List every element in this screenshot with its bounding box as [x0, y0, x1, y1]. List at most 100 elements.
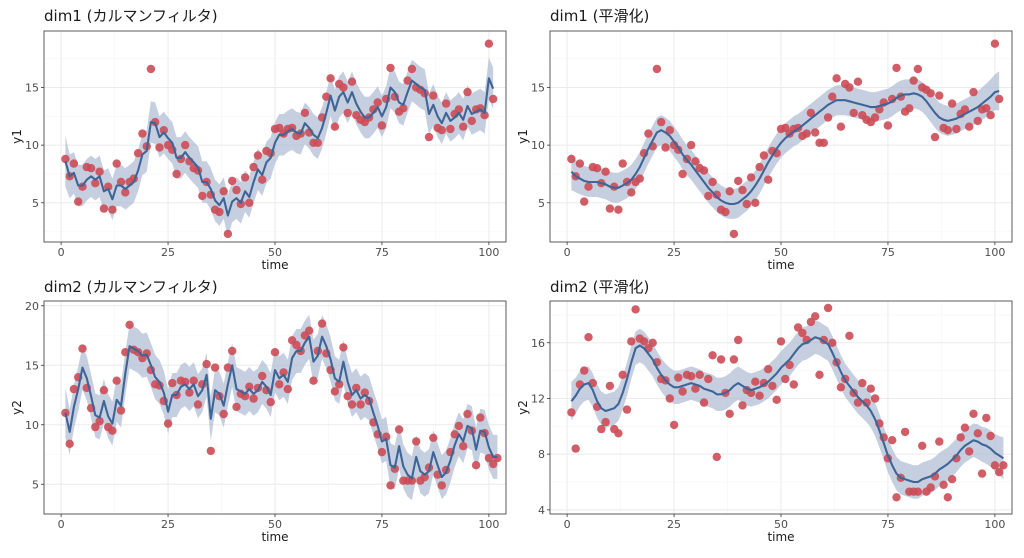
y-tick-label: 15	[25, 81, 39, 94]
observed-point	[772, 395, 781, 404]
observed-point	[725, 409, 734, 418]
x-tick-label: 0	[58, 246, 65, 259]
observed-point	[798, 328, 807, 338]
observed-point	[116, 177, 126, 187]
observed-point	[828, 92, 837, 101]
observed-point	[687, 140, 696, 150]
observed-point	[202, 359, 211, 369]
observed-point	[74, 197, 83, 206]
observed-point	[116, 406, 126, 415]
observed-point	[61, 408, 70, 418]
observed-point	[95, 417, 104, 426]
observed-point	[755, 162, 764, 172]
observed-point	[708, 177, 717, 187]
observed-point	[151, 117, 160, 127]
observed-point	[232, 185, 241, 195]
observed-point	[926, 483, 935, 492]
observed-point	[352, 383, 361, 393]
x-tick-label: 100	[984, 246, 1005, 259]
observed-point	[407, 64, 417, 74]
observed-point	[939, 480, 948, 489]
observed-point	[223, 363, 233, 372]
observed-point	[584, 333, 593, 342]
y-tick-label: 16	[531, 337, 545, 350]
observed-point	[454, 105, 464, 114]
observed-point	[952, 124, 961, 134]
observed-point	[245, 198, 254, 207]
observed-point	[493, 453, 502, 463]
observed-point	[806, 108, 816, 118]
observed-point	[956, 433, 965, 442]
observed-point	[326, 74, 335, 83]
observed-point	[575, 159, 585, 168]
observed-point	[471, 461, 481, 470]
observed-point	[360, 388, 369, 397]
observed-point	[339, 343, 348, 352]
observed-point	[219, 187, 228, 196]
x-tick-label: 50	[268, 518, 282, 531]
observed-point	[648, 338, 657, 347]
y-tick-label: 15	[25, 359, 39, 372]
observed-point	[386, 63, 395, 73]
observed-point	[437, 126, 446, 135]
observed-point	[635, 174, 644, 183]
observed-point	[943, 126, 952, 135]
observed-point	[742, 199, 751, 209]
observed-point	[661, 143, 670, 152]
observed-point	[999, 461, 1008, 470]
observed-point	[665, 394, 674, 403]
observed-point	[845, 83, 854, 92]
observed-point	[193, 400, 203, 409]
observed-point	[909, 76, 918, 85]
observed-point	[104, 182, 113, 191]
observed-point	[965, 447, 974, 456]
x-axis-title: time	[767, 530, 794, 544]
observed-point	[394, 425, 404, 434]
observed-point	[982, 413, 991, 423]
observed-point	[121, 188, 130, 197]
observed-point	[691, 384, 700, 393]
x-tick-label: 75	[881, 246, 895, 259]
observed-point	[347, 400, 357, 409]
x-tick-label: 75	[375, 518, 389, 531]
observed-point	[335, 380, 344, 389]
observed-point	[489, 94, 498, 104]
observed-point	[240, 173, 250, 182]
observed-point	[78, 344, 87, 353]
smoothed-line	[570, 89, 1000, 206]
observed-point	[870, 113, 880, 122]
observed-point	[108, 426, 117, 435]
observed-point	[258, 175, 267, 184]
observed-point	[687, 372, 696, 381]
observed-point	[305, 326, 314, 335]
observed-point	[870, 394, 880, 403]
x-tick-label: 25	[161, 518, 175, 531]
observed-point	[189, 376, 198, 385]
observed-point	[836, 383, 846, 392]
observed-point	[883, 121, 893, 130]
observed-point	[567, 408, 576, 417]
observed-point	[764, 175, 773, 184]
observed-point	[913, 64, 923, 74]
x-tick-label: 0	[564, 518, 571, 531]
y-tick-label: 8	[538, 448, 545, 461]
observed-point	[159, 126, 168, 135]
observed-point	[275, 380, 284, 389]
observed-point	[441, 99, 451, 108]
x-axis-title: time	[261, 530, 288, 544]
observed-point	[249, 394, 258, 403]
panel-title: dim1 (平滑化)	[550, 7, 649, 25]
observed-point	[339, 83, 348, 92]
observed-point	[258, 371, 267, 381]
observed-point	[734, 176, 743, 186]
observed-point	[926, 89, 935, 98]
observed-point	[454, 421, 464, 431]
panel-3: dim2 (カルマンフィルタ) 0 25 50 75 100 5 10 15 20 time y2	[10, 278, 507, 544]
y-axis-title: y1	[516, 129, 530, 144]
observed-point	[627, 188, 636, 197]
observed-point	[168, 378, 177, 388]
observed-point	[330, 122, 340, 131]
observed-point	[592, 164, 602, 173]
observed-point	[228, 346, 237, 356]
observed-point	[699, 166, 709, 175]
